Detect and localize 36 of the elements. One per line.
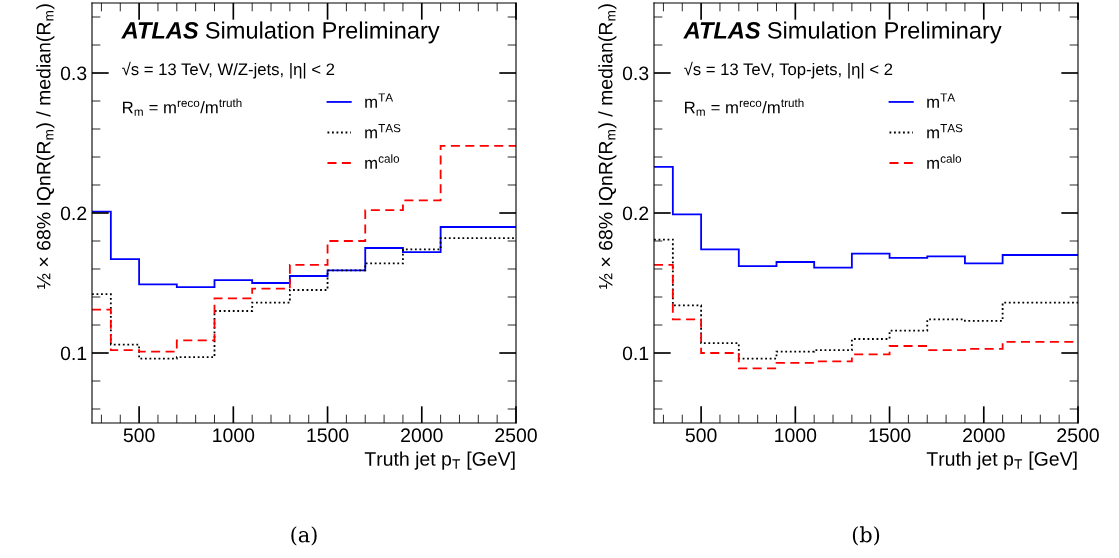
annotation: √s = 13 TeV, Top-jets, |η| < 2 <box>684 61 893 79</box>
x-axis-title: Truth jet p$_{T}$ [GeV] <box>926 451 1077 470</box>
y-tick-label: 0.2 <box>622 206 649 221</box>
text: (b) <box>852 526 880 546</box>
x-tick-label: 2000 <box>963 428 1005 443</box>
x-tick-label: 1000 <box>775 428 817 443</box>
x-tick-label: 2500 <box>1057 428 1099 443</box>
y-tick-label: 0.1 <box>622 346 649 361</box>
annotation: ATLAS <box>683 22 761 39</box>
y-axis-title: ½ × 68% IQnR(R$_{m}$) / median(R$_{m}$) <box>36 4 55 289</box>
x-tick-label: 1500 <box>869 428 911 443</box>
annotation: ATLAS <box>121 22 199 39</box>
x-axis-title: Truth jet p$_{T}$ [GeV] <box>364 451 515 470</box>
legend-label: m$^{TA}$ <box>927 93 956 108</box>
annotation: R$_{m}$ = m$^{reco}$/m$^{truth}$ <box>123 98 242 116</box>
x-tick-label: 2000 <box>401 428 443 443</box>
x-tick-label: 1500 <box>307 428 349 443</box>
legend-label: m$^{calo}$ <box>365 154 400 169</box>
legend-label: m$^{TA}$ <box>365 93 394 108</box>
text: (a) <box>291 526 317 546</box>
y-axis-title: ½ × 68% IQnR(R$_{m}$) / median(R$_{m}$) <box>598 4 617 289</box>
x-tick-label: 1000 <box>213 428 255 443</box>
legend-label: m$^{TAS}$ <box>365 123 401 139</box>
y-tick-label: 0.2 <box>60 206 87 221</box>
annotation: Simulation Preliminary <box>767 21 1002 44</box>
annotation: R$_{m}$ = m$^{reco}$/m$^{truth}$ <box>685 98 804 116</box>
legend-label: m$^{TAS}$ <box>927 123 963 139</box>
annotation: √s = 13 TeV, W/Z-jets, |η| < 2 <box>122 61 335 79</box>
x-tick-label: 500 <box>123 428 155 443</box>
y-tick-label: 0.1 <box>60 346 87 361</box>
annotation: Simulation Preliminary <box>205 21 440 44</box>
legend-label: m$^{calo}$ <box>927 154 962 169</box>
y-tick-label: 0.3 <box>60 66 87 81</box>
y-tick-label: 0.3 <box>622 66 649 81</box>
x-tick-label: 2500 <box>495 428 537 443</box>
x-tick-label: 500 <box>685 428 717 443</box>
